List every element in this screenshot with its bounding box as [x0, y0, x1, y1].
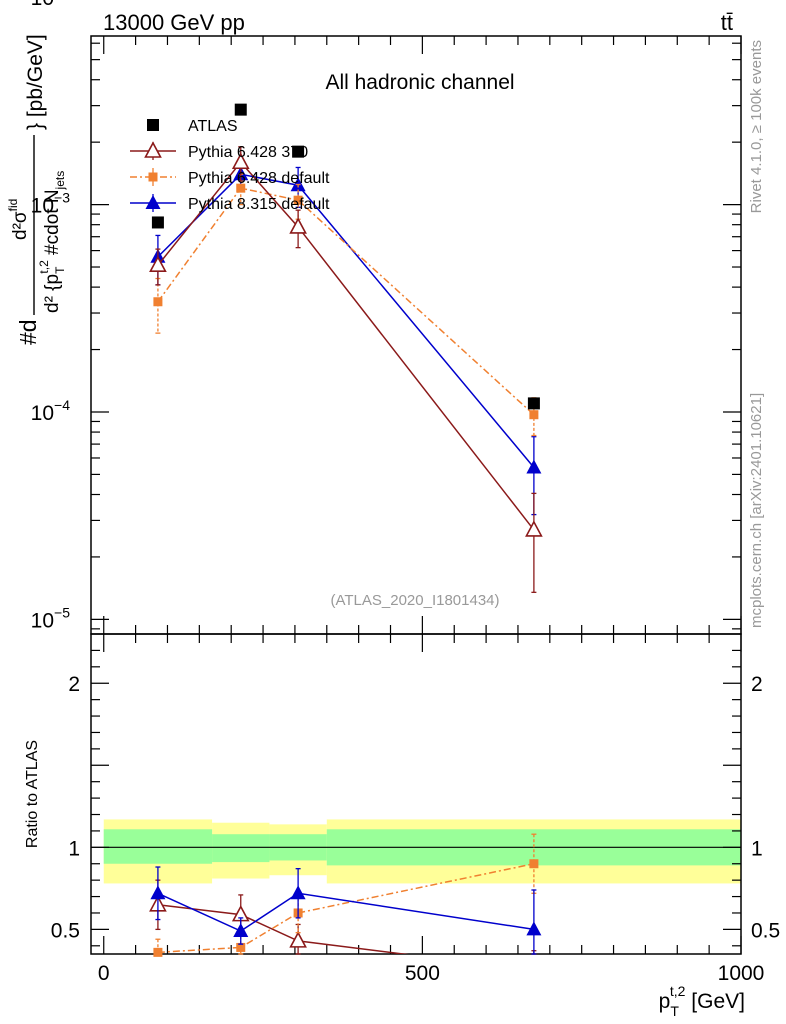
legend-marker-pythia-6-428-370 — [144, 141, 162, 158]
ratio-line-pythia-8-315-default — [157, 892, 535, 932]
legend: ATLAS Pythia 6.428 370 Pythia 6.428 defaul… — [130, 118, 330, 213]
main-series-group — [149, 103, 543, 593]
legend-marker-pythia-6-428-default — [148, 172, 158, 182]
legend-marker-atlas — [147, 119, 159, 131]
ratio-point-pythia-6-428-default — [236, 942, 246, 952]
main-y-tick-label: 10−2 — [31, 0, 71, 10]
ratio-uncertainty-bands — [91, 819, 741, 884]
x-tick-label: 500 — [405, 962, 440, 985]
ratio-y-tick-label-right: 0.5 — [751, 919, 780, 942]
x-tick-label: 0 — [98, 962, 110, 985]
band-stat-bin-0 — [103, 829, 213, 864]
ratio-point-pythia-8-315-default — [526, 921, 542, 936]
ratio-y-tick-label-left: 0.5 — [51, 919, 80, 942]
main-point-atlas — [234, 103, 247, 116]
legend-label-atlas: ATLAS — [188, 118, 238, 135]
main-line-pythia-8-315-default — [157, 173, 535, 468]
main-point-pythia-6-428-default — [153, 297, 163, 307]
legend-marker-pythia-8-315-default — [145, 195, 161, 209]
ratio-y-tick-label-left: 1 — [68, 837, 80, 860]
ratio-line-pythia-6-428-default — [157, 863, 535, 954]
main-y-axis-label: #d d²σfid d² {pTt,2 #cdot Njets } [pb/Ge… — [6, 34, 67, 345]
legend-label-pythia-8-315-default: Pythia 8.315 default — [188, 196, 330, 213]
mcplots-label: mcplots.cern.ch [arXiv:2401.10621] — [748, 393, 765, 628]
main-point-atlas — [292, 145, 305, 158]
ratio-y-tick-label-left: 2 — [68, 673, 80, 696]
legend-label-pythia-6-428-370: Pythia 6.428 370 — [188, 144, 308, 161]
ylabel-unit: } [pb/GeV] — [24, 34, 47, 130]
ylabel-denominator: d² {pTt,2 #cdot Njets — [37, 171, 67, 313]
ratio-point-pythia-6-428-370 — [289, 931, 307, 948]
main-line-pythia-6-428-default — [157, 187, 535, 416]
main-point-pythia-6-428-370 — [289, 217, 307, 234]
ratio-point-pythia-8-315-default — [233, 923, 249, 938]
ratio-point-pythia-6-428-default — [153, 947, 163, 957]
main-y-tick-label: 10−5 — [31, 604, 71, 632]
main-point-atlas — [151, 216, 164, 229]
main-point-pythia-8-315-default — [526, 459, 542, 474]
analysis-reference: (ATLAS_2020_I1801434) — [330, 592, 499, 609]
ratio-series-group — [149, 833, 542, 957]
main-point-pythia-6-428-default — [293, 195, 303, 205]
ratio-y-axis-label: Ratio to ATLAS — [24, 740, 41, 848]
ratio-line-pythia-6-428-370 — [157, 904, 409, 954]
main-point-pythia-6-428-370 — [149, 255, 167, 273]
ratio-y-tick-label-right: 1 — [751, 837, 763, 860]
main-point-pythia-6-428-default — [529, 410, 539, 420]
main-point-atlas — [527, 397, 540, 410]
ylabel-lead: #d — [15, 319, 41, 345]
ylabel-numerator: d²σfid — [6, 199, 31, 240]
ratio-point-pythia-8-315-default — [290, 885, 306, 900]
main-line-pythia-6-428-370 — [157, 161, 535, 531]
ratio-y-tick-label-right: 2 — [751, 673, 763, 696]
legend-label-pythia-6-428-default: Pythia 6.428 default — [188, 170, 330, 187]
chart-title: All hadronic channel — [325, 71, 514, 94]
main-point-pythia-6-428-370 — [525, 520, 543, 537]
x-tick-label: 1000 — [718, 962, 765, 985]
ratio-point-pythia-6-428-default — [529, 859, 539, 869]
x-axis-label: pTt,2 [GeV] — [659, 983, 745, 1019]
band-stat-bin-1 — [212, 834, 270, 863]
main-point-pythia-6-428-370 — [231, 152, 250, 170]
ratio-point-pythia-8-315-default — [150, 885, 166, 900]
main-point-pythia-6-428-default — [236, 183, 246, 193]
ratio-plot-frame — [90, 633, 742, 955]
rivet-version-label: Rivet 4.1.0, ≥ 100k events — [748, 40, 765, 213]
main-y-tick-label: 10−4 — [31, 397, 71, 425]
process-label: tt̄ — [721, 10, 733, 35]
energy-label: 13000 GeV pp — [103, 10, 245, 35]
